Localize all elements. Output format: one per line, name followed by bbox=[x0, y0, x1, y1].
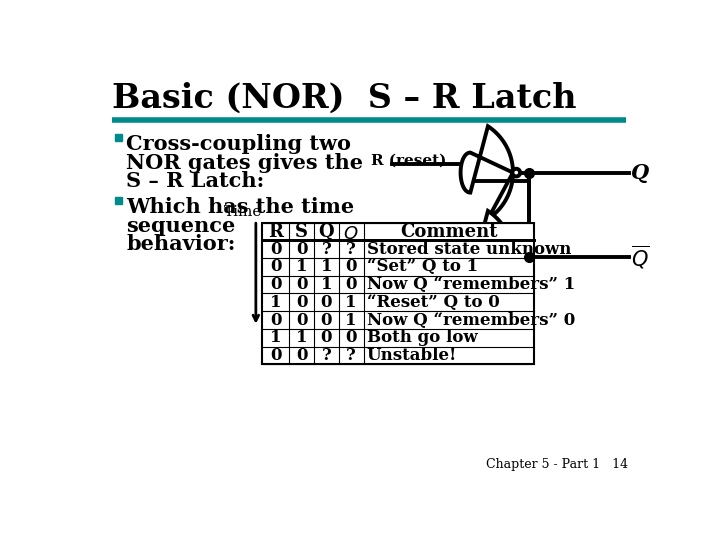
Text: $\overline{Q}$: $\overline{Q}$ bbox=[343, 220, 359, 243]
Text: S: S bbox=[295, 222, 308, 240]
Text: R: R bbox=[268, 222, 283, 240]
Text: S – R Latch:: S – R Latch: bbox=[127, 171, 265, 191]
Bar bbox=[114, 197, 122, 204]
Text: R (reset): R (reset) bbox=[372, 154, 446, 168]
Circle shape bbox=[513, 168, 520, 177]
Polygon shape bbox=[461, 211, 513, 303]
Text: ?: ? bbox=[322, 241, 331, 258]
Circle shape bbox=[513, 253, 520, 261]
Text: “Reset” Q to 0: “Reset” Q to 0 bbox=[366, 294, 500, 311]
Text: 0: 0 bbox=[296, 347, 307, 364]
Text: ?: ? bbox=[346, 241, 356, 258]
Text: 1: 1 bbox=[270, 294, 282, 311]
Text: Stored state unknown: Stored state unknown bbox=[366, 241, 571, 258]
Text: 0: 0 bbox=[296, 312, 307, 328]
Text: 0: 0 bbox=[270, 276, 282, 293]
Text: 0: 0 bbox=[270, 347, 282, 364]
Polygon shape bbox=[461, 126, 513, 219]
Text: Both go low: Both go low bbox=[366, 329, 477, 346]
Text: 1: 1 bbox=[270, 329, 282, 346]
Text: 0: 0 bbox=[296, 276, 307, 293]
Text: 1: 1 bbox=[346, 294, 357, 311]
Text: NOR gates gives the: NOR gates gives the bbox=[127, 153, 364, 173]
Text: Unstable!: Unstable! bbox=[366, 347, 457, 364]
Text: behavior:: behavior: bbox=[127, 234, 236, 254]
Text: sequence: sequence bbox=[127, 215, 235, 236]
Text: 0: 0 bbox=[270, 241, 282, 258]
Text: Time: Time bbox=[224, 205, 262, 219]
Text: 0: 0 bbox=[270, 312, 282, 328]
Text: ?: ? bbox=[322, 347, 331, 364]
Text: 1: 1 bbox=[296, 259, 307, 275]
Text: Now Q “remembers” 1: Now Q “remembers” 1 bbox=[366, 276, 575, 293]
Text: “Set” Q to 1: “Set” Q to 1 bbox=[366, 259, 478, 275]
Text: 1: 1 bbox=[320, 276, 332, 293]
Text: ?: ? bbox=[346, 347, 356, 364]
Bar bbox=[262, 222, 534, 364]
Text: Now Q “remembers” 0: Now Q “remembers” 0 bbox=[366, 312, 575, 328]
Text: Q: Q bbox=[318, 222, 334, 240]
Text: 0: 0 bbox=[270, 259, 282, 275]
Text: S (set): S (set) bbox=[372, 262, 428, 276]
Text: Cross-coupling two: Cross-coupling two bbox=[127, 134, 351, 154]
Text: 0: 0 bbox=[296, 241, 307, 258]
Bar bbox=[114, 134, 122, 141]
Text: 0: 0 bbox=[320, 294, 332, 311]
Text: 0: 0 bbox=[346, 259, 357, 275]
Text: Q: Q bbox=[631, 163, 649, 183]
Text: 0: 0 bbox=[296, 294, 307, 311]
Text: 1: 1 bbox=[346, 312, 357, 328]
Text: 0: 0 bbox=[320, 312, 332, 328]
Text: 0: 0 bbox=[320, 329, 332, 346]
Text: Comment: Comment bbox=[400, 222, 498, 240]
Text: Which has the time: Which has the time bbox=[127, 197, 354, 217]
Text: 0: 0 bbox=[346, 329, 357, 346]
Text: Basic (NOR)  S – R Latch: Basic (NOR) S – R Latch bbox=[112, 82, 576, 114]
Text: 0: 0 bbox=[346, 276, 357, 293]
Text: $\overline{Q}$: $\overline{Q}$ bbox=[631, 244, 649, 271]
Text: Chapter 5 - Part 1   14: Chapter 5 - Part 1 14 bbox=[487, 458, 629, 471]
Text: 1: 1 bbox=[320, 259, 332, 275]
Text: 1: 1 bbox=[296, 329, 307, 346]
